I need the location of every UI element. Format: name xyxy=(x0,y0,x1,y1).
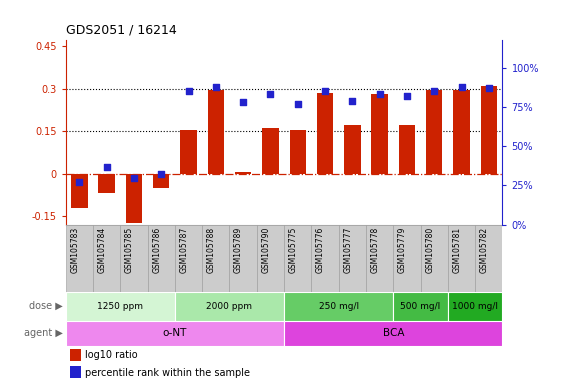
Point xyxy=(429,88,439,94)
Bar xyxy=(98,174,115,194)
Point xyxy=(403,93,412,99)
Bar xyxy=(399,126,415,174)
Bar xyxy=(257,225,284,292)
Text: GSM105783: GSM105783 xyxy=(70,227,79,273)
Bar xyxy=(66,225,93,292)
Text: GSM105784: GSM105784 xyxy=(98,227,107,273)
Text: dose ▶: dose ▶ xyxy=(29,301,63,311)
Bar xyxy=(120,225,147,292)
Bar xyxy=(481,86,497,174)
Point xyxy=(266,91,275,98)
Bar xyxy=(393,225,421,292)
Bar xyxy=(153,174,170,188)
Text: GSM105782: GSM105782 xyxy=(480,227,489,273)
Point xyxy=(293,101,302,107)
Text: BCA: BCA xyxy=(383,328,404,338)
Bar xyxy=(93,225,120,292)
Bar xyxy=(284,321,502,346)
Point xyxy=(239,99,248,105)
Point xyxy=(211,84,220,90)
Point xyxy=(130,174,139,180)
Bar xyxy=(180,130,196,174)
Text: GSM105789: GSM105789 xyxy=(234,227,243,273)
Text: GSM105786: GSM105786 xyxy=(152,227,161,273)
Bar xyxy=(289,130,306,174)
Point xyxy=(184,88,193,94)
Bar xyxy=(70,349,81,361)
Bar xyxy=(175,292,284,321)
Point xyxy=(102,164,111,170)
Text: GSM105788: GSM105788 xyxy=(207,227,216,273)
Text: 2000 ppm: 2000 ppm xyxy=(207,302,252,311)
Point xyxy=(375,91,384,98)
Point xyxy=(156,171,166,177)
Text: GSM105785: GSM105785 xyxy=(125,227,134,273)
Bar xyxy=(366,225,393,292)
Text: GSM105781: GSM105781 xyxy=(453,227,461,273)
Bar xyxy=(426,90,443,174)
Bar xyxy=(202,225,230,292)
Bar xyxy=(371,94,388,174)
Text: GSM105776: GSM105776 xyxy=(316,227,325,273)
Text: GSM105777: GSM105777 xyxy=(343,227,352,273)
Bar xyxy=(421,225,448,292)
Point xyxy=(457,84,466,90)
Bar xyxy=(147,225,175,292)
Point xyxy=(320,88,329,94)
Bar xyxy=(317,93,333,174)
Bar xyxy=(453,90,470,174)
Text: GSM105790: GSM105790 xyxy=(262,227,271,273)
Bar xyxy=(175,225,202,292)
Bar xyxy=(284,292,393,321)
Point xyxy=(484,85,493,91)
Text: o-NT: o-NT xyxy=(163,328,187,338)
Text: GSM105775: GSM105775 xyxy=(289,227,297,273)
Bar xyxy=(448,292,502,321)
Text: GSM105779: GSM105779 xyxy=(398,227,407,273)
Bar xyxy=(70,366,81,379)
Text: GSM105778: GSM105778 xyxy=(371,227,380,273)
Text: 500 mg/l: 500 mg/l xyxy=(400,302,441,311)
Bar xyxy=(393,292,448,321)
Bar xyxy=(339,225,366,292)
Bar xyxy=(235,172,251,174)
Text: 250 mg/l: 250 mg/l xyxy=(319,302,359,311)
Text: GSM105787: GSM105787 xyxy=(179,227,188,273)
Bar xyxy=(262,128,279,174)
Bar xyxy=(448,225,475,292)
Bar xyxy=(66,321,284,346)
Point xyxy=(75,179,84,185)
Text: GSM105780: GSM105780 xyxy=(425,227,434,273)
Bar xyxy=(126,174,142,223)
Bar xyxy=(71,174,87,208)
Bar xyxy=(475,225,502,292)
Text: percentile rank within the sample: percentile rank within the sample xyxy=(85,367,250,377)
Text: log10 ratio: log10 ratio xyxy=(85,350,138,360)
Text: 1250 ppm: 1250 ppm xyxy=(97,302,143,311)
Point xyxy=(348,98,357,104)
Bar xyxy=(230,225,257,292)
Bar xyxy=(344,126,360,174)
Bar xyxy=(311,225,339,292)
Text: GDS2051 / 16214: GDS2051 / 16214 xyxy=(66,23,176,36)
Bar xyxy=(66,292,175,321)
Text: 1000 mg/l: 1000 mg/l xyxy=(452,302,498,311)
Bar xyxy=(208,90,224,174)
Bar xyxy=(284,225,311,292)
Text: agent ▶: agent ▶ xyxy=(24,328,63,338)
